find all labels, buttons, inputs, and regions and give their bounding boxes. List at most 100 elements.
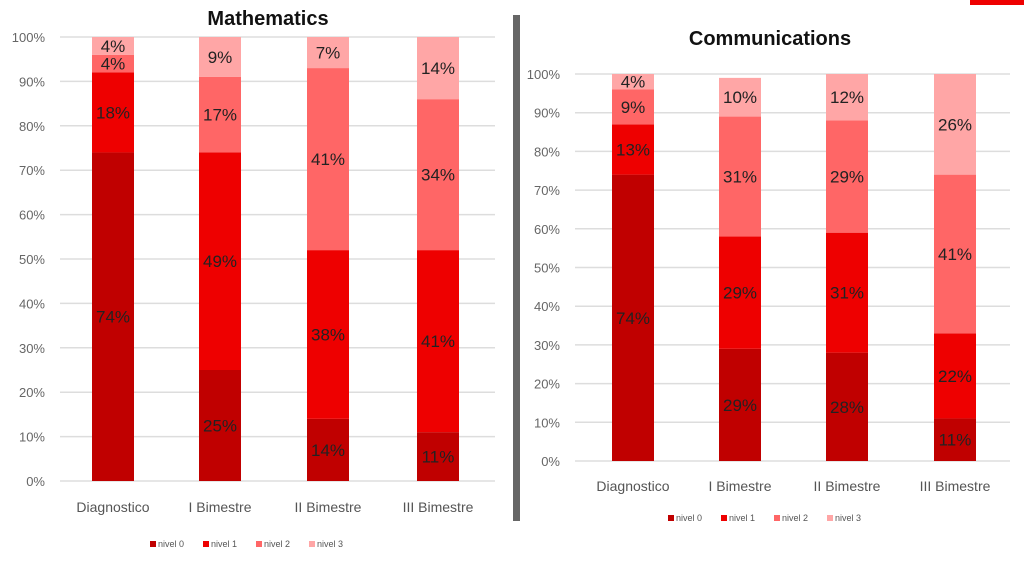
x-category-label: III Bimestre (403, 499, 474, 515)
y-tick-label: 60% (534, 222, 560, 237)
bar-segment-nivel-2 (92, 54, 134, 73)
data-label: 11% (939, 431, 972, 450)
legend-label: nivel 1 (729, 513, 755, 523)
data-label: 29% (723, 396, 757, 415)
bar-segment-nivel-1 (612, 124, 654, 175)
y-tick-label: 30% (534, 338, 560, 353)
legend-label: nivel 2 (264, 539, 290, 549)
data-label: 29% (723, 284, 757, 303)
bar-segment-nivel-1 (417, 250, 459, 433)
y-tick-label: 100% (12, 30, 46, 45)
x-category-label: II Bimestre (814, 478, 881, 494)
data-label: 25% (203, 417, 237, 436)
data-label: 22% (938, 367, 972, 386)
data-label: 4% (621, 73, 646, 92)
bar-segment-nivel-3 (719, 77, 761, 117)
data-label: 14% (421, 59, 455, 78)
bar-segment-nivel-0 (719, 348, 761, 461)
bar-segment-nivel-2 (307, 68, 349, 251)
y-tick-label: 10% (534, 415, 560, 430)
bar-segment-nivel-1 (199, 152, 241, 370)
y-tick-label: 50% (19, 252, 45, 267)
legend-label: nivel 2 (782, 513, 808, 523)
bar-segment-nivel-2 (417, 99, 459, 251)
bar-segment-nivel-0 (92, 152, 134, 481)
data-label: 11% (422, 448, 455, 467)
legend-label: nivel 3 (317, 539, 343, 549)
y-tick-label: 0% (26, 474, 45, 489)
y-tick-label: 90% (534, 106, 560, 121)
bar-segment-nivel-1 (826, 232, 868, 353)
x-category-label: I Bimestre (188, 499, 251, 515)
data-label: 17% (203, 106, 237, 125)
bar-segment-nivel-3 (826, 74, 868, 121)
data-label: 4% (101, 55, 126, 74)
bar-segment-nivel-3 (307, 37, 349, 69)
legend-label: nivel 0 (676, 513, 702, 523)
data-label: 34% (421, 166, 455, 185)
data-label: 26% (938, 115, 972, 134)
corner-accent (970, 0, 1024, 5)
data-label: 12% (830, 88, 864, 107)
data-label: 10% (723, 88, 757, 107)
data-label: 13% (616, 140, 650, 159)
legend-swatch (203, 541, 209, 547)
bar-segment-nivel-2 (612, 89, 654, 125)
bar-segment-nivel-2 (934, 174, 976, 334)
legend-swatch (721, 515, 727, 521)
bar-segment-nivel-0 (307, 418, 349, 481)
legend-label: nivel 0 (158, 539, 184, 549)
y-tick-label: 90% (19, 74, 45, 89)
x-category-label: Diagnostico (596, 478, 669, 494)
x-category-label: I Bimestre (708, 478, 771, 494)
bar-segment-nivel-0 (826, 352, 868, 461)
bar-segment-nivel-1 (92, 72, 134, 153)
bar-segment-nivel-2 (199, 76, 241, 153)
x-category-label: Diagnostico (76, 499, 149, 515)
legend-label: nivel 1 (211, 539, 237, 549)
y-tick-label: 60% (19, 208, 45, 223)
y-tick-label: 100% (527, 67, 561, 82)
data-label: 18% (96, 103, 130, 122)
bar-segment-nivel-2 (826, 120, 868, 233)
bar-segment-nivel-1 (719, 236, 761, 349)
y-tick-label: 0% (541, 454, 560, 469)
data-label: 14% (311, 441, 345, 460)
legend-swatch (309, 541, 315, 547)
bar-segment-nivel-2 (719, 116, 761, 237)
y-tick-label: 70% (19, 163, 45, 178)
y-tick-label: 30% (19, 341, 45, 356)
data-label: 74% (96, 308, 130, 327)
data-label: 41% (421, 332, 455, 351)
data-label: 49% (203, 252, 237, 271)
x-category-label: II Bimestre (295, 499, 362, 515)
data-label: 9% (621, 98, 646, 117)
y-tick-label: 50% (534, 261, 560, 276)
x-category-label: III Bimestre (920, 478, 991, 494)
bar-segment-nivel-1 (934, 333, 976, 419)
bar-segment-nivel-3 (612, 74, 654, 90)
data-label: 41% (938, 245, 972, 264)
data-label: 7% (316, 44, 341, 63)
legend-label: nivel 3 (835, 513, 861, 523)
legend-swatch (774, 515, 780, 521)
bar-segment-nivel-3 (417, 37, 459, 100)
legend-swatch (150, 541, 156, 547)
data-label: 74% (616, 309, 650, 328)
bar-segment-nivel-3 (92, 37, 134, 55)
chart-title: Communications (689, 28, 851, 50)
bar-segment-nivel-0 (934, 418, 976, 461)
bar-segment-nivel-3 (934, 74, 976, 175)
y-tick-label: 10% (19, 430, 45, 445)
data-label: 41% (311, 150, 345, 169)
bar-segment-nivel-0 (612, 174, 654, 461)
y-tick-label: 40% (19, 296, 45, 311)
legend-swatch (256, 541, 262, 547)
data-label: 31% (830, 284, 864, 303)
data-label: 9% (208, 48, 233, 67)
legend-swatch (668, 515, 674, 521)
data-label: 4% (101, 37, 126, 56)
y-tick-label: 80% (534, 144, 560, 159)
y-tick-label: 80% (19, 119, 45, 134)
